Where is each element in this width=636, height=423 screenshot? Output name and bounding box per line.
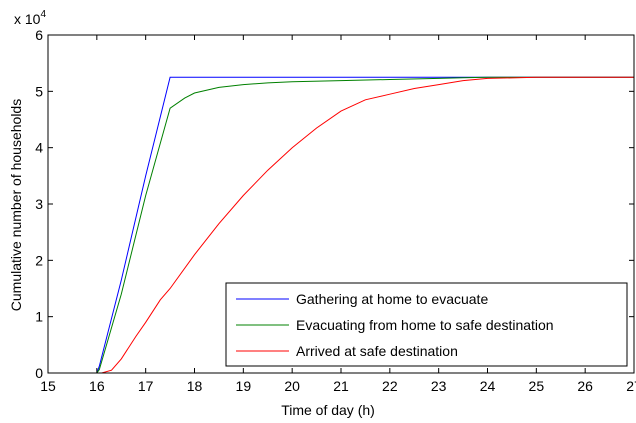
- x-tick-label: 21: [333, 378, 349, 394]
- x-tick-label: 26: [577, 378, 593, 394]
- y-tick-label: 1: [35, 309, 43, 325]
- x-tick-label: 18: [187, 378, 203, 394]
- series-line-3: [48, 76, 634, 374]
- legend-entries: Gathering at home to evacuate Evacuating …: [236, 291, 554, 359]
- x-tick-label: 19: [236, 378, 252, 394]
- x-tick-label: 27: [626, 378, 636, 394]
- y-axis-exponent-power: 4: [40, 9, 46, 20]
- legend-label-1: Gathering at home to evacuate: [296, 291, 488, 307]
- legend-label-3: Arrived at safe destination: [296, 343, 458, 359]
- x-tick-label: 20: [284, 378, 300, 394]
- x-tick-label: 16: [89, 378, 105, 394]
- y-tick-label: 2: [35, 252, 43, 268]
- ticks-layer: 151617181920212223242526270123456: [35, 27, 636, 394]
- y-tick-label: 6: [35, 27, 43, 43]
- legend: Gathering at home to evacuate Evacuating …: [225, 282, 628, 367]
- x-tick-label: 22: [382, 378, 398, 394]
- x-tick-label: 15: [40, 378, 56, 394]
- series-line-2: [48, 76, 634, 374]
- legend-box: [225, 282, 628, 367]
- y-axis-exponent: x 104: [14, 9, 46, 27]
- y-axis-exponent-base: x 10: [14, 11, 41, 27]
- legend-label-2: Evacuating from home to safe destination: [296, 317, 554, 333]
- y-tick-label: 4: [35, 140, 43, 156]
- y-tick-label: 0: [35, 365, 43, 381]
- y-axis-label: Cumulative number of households: [8, 99, 24, 311]
- x-tick-label: 17: [138, 378, 154, 394]
- x-tick-label: 23: [431, 378, 447, 394]
- y-tick-label: 5: [35, 83, 43, 99]
- y-tick-label: 3: [35, 196, 43, 212]
- x-tick-label: 24: [480, 378, 496, 394]
- x-tick-label: 25: [529, 378, 545, 394]
- x-axis-label: Time of day (h): [281, 402, 375, 418]
